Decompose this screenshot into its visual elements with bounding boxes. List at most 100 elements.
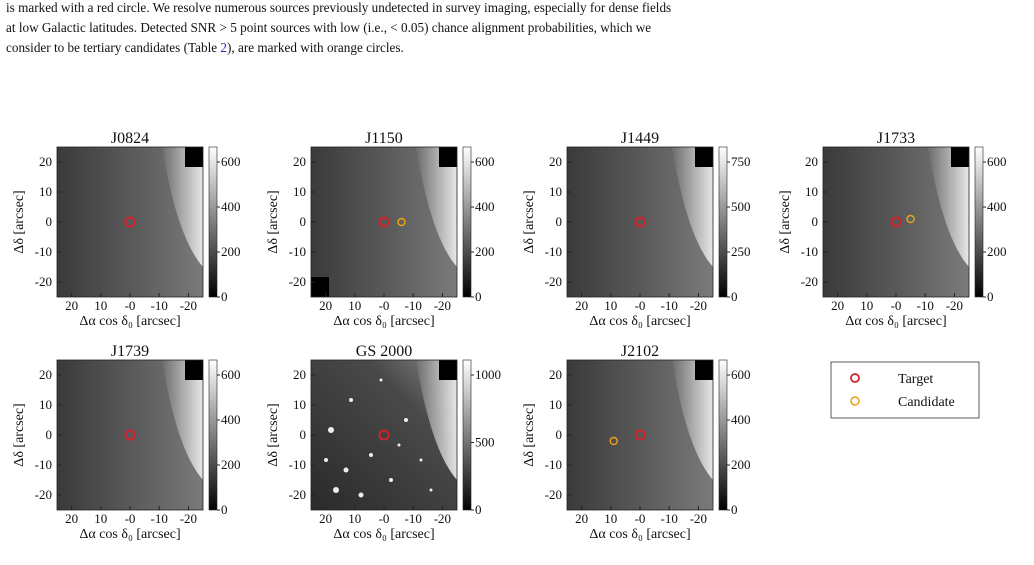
star (333, 487, 339, 493)
x-axis-label: Δα cos δ₀ [arcsec] (79, 527, 180, 542)
y-tick-label: 10 (39, 184, 52, 199)
x-tick-label: 20 (319, 511, 332, 526)
x-axis-label: Δα cos δ₀ [arcsec] (589, 527, 690, 542)
colorbar (208, 359, 218, 511)
star (343, 467, 349, 473)
panel-title: GS 2000 (356, 343, 412, 360)
star (397, 443, 401, 447)
y-axis-label: Δδ [arcsec] (266, 403, 281, 466)
x-tick-label: -20 (180, 511, 197, 526)
candidate-marker (906, 214, 915, 224)
panel-title: J1150 (365, 130, 403, 147)
x-tick-label: -10 (917, 298, 934, 313)
image-mask (185, 360, 203, 380)
y-tick-label: -10 (289, 244, 306, 259)
x-tick-label: -0 (125, 298, 136, 313)
x-tick-label: -10 (661, 298, 678, 313)
panel-title: J1739 (111, 343, 149, 360)
colorbar-tick-label: 200 (221, 457, 241, 472)
x-tick-label: -10 (405, 511, 422, 526)
target-marker (124, 216, 136, 228)
x-tick-label: 10 (604, 511, 617, 526)
colorbar-tick-label: 200 (987, 244, 1007, 259)
colorbar-tick-label: 400 (987, 199, 1007, 214)
image-glow (162, 360, 203, 480)
x-axis-label: Δα cos δ₀ [arcsec] (333, 314, 434, 329)
y-tick-label: 10 (805, 184, 818, 199)
star (358, 492, 364, 498)
x-tick-label: 20 (65, 298, 78, 313)
x-tick-label: 10 (860, 298, 873, 313)
image-mask (311, 277, 329, 297)
x-axis-label: Δα cos δ₀ [arcsec] (79, 314, 180, 329)
target-marker (378, 216, 390, 228)
image-mask (951, 147, 969, 167)
x-tick-label: -20 (946, 298, 963, 313)
y-tick-label: -20 (35, 487, 52, 502)
caption-text: ), are marked with orange circles. (226, 40, 404, 55)
x-tick-label: -20 (690, 511, 707, 526)
star (404, 418, 408, 422)
y-tick-label: 0 (46, 427, 53, 442)
image-mask (185, 147, 203, 167)
image-mask (439, 147, 457, 167)
x-axis-label: Δα cos δ₀ [arcsec] (333, 527, 434, 542)
x-tick-label: -20 (690, 298, 707, 313)
legend-label: Candidate (898, 395, 955, 410)
legend: Target Candidate (830, 361, 980, 419)
table-link[interactable]: 2 (220, 40, 227, 55)
colorbar-tick-label: 0 (475, 502, 482, 517)
target-marker (634, 216, 646, 228)
x-tick-label: -0 (125, 511, 136, 526)
image-glow (416, 147, 457, 267)
y-tick-label: -20 (545, 274, 562, 289)
image-mask (695, 360, 713, 380)
y-tick-label: -10 (289, 457, 306, 472)
y-axis-label: Δδ [arcsec] (522, 403, 537, 466)
x-tick-label: 10 (94, 511, 107, 526)
colorbar (208, 146, 218, 298)
star (429, 488, 433, 492)
y-tick-label: 10 (549, 397, 562, 412)
x-axis-label: Δα cos δ₀ [arcsec] (589, 314, 690, 329)
colorbar-tick-label: 750 (731, 154, 751, 169)
panel-title: J1733 (877, 130, 915, 147)
image-glow (928, 147, 969, 267)
x-tick-label: 20 (831, 298, 844, 313)
legend-candidate-marker (850, 396, 860, 406)
y-tick-label: 0 (812, 214, 819, 229)
colorbar-tick-label: 600 (987, 154, 1007, 169)
colorbar-tick-label: 0 (475, 289, 482, 304)
y-tick-label: 20 (549, 154, 562, 169)
colorbar-tick-label: 400 (221, 412, 241, 427)
image-glow (672, 147, 713, 267)
x-tick-label: 20 (319, 298, 332, 313)
x-axis-label: Δα cos δ₀ [arcsec] (845, 314, 946, 329)
y-tick-label: -10 (801, 244, 818, 259)
x-tick-label: 10 (348, 511, 361, 526)
y-axis-label: Δδ [arcsec] (12, 403, 27, 466)
panel-title: J0824 (111, 130, 149, 147)
colorbar-tick-label: 200 (221, 244, 241, 259)
x-tick-label: -10 (661, 511, 678, 526)
y-tick-label: 20 (293, 367, 306, 382)
colorbar (974, 146, 984, 298)
y-tick-label: -20 (289, 487, 306, 502)
colorbar-tick-label: 1000 (475, 367, 501, 382)
x-tick-label: -0 (379, 298, 390, 313)
y-tick-label: 20 (39, 367, 52, 382)
star (389, 478, 393, 482)
y-tick-label: 10 (39, 397, 52, 412)
y-tick-label: -10 (545, 457, 562, 472)
y-tick-label: -20 (545, 487, 562, 502)
candidate-marker (397, 217, 406, 227)
colorbar-tick-label: 0 (221, 502, 228, 517)
y-axis-label: Δδ [arcsec] (522, 190, 537, 253)
colorbar-tick-label: 600 (475, 154, 495, 169)
